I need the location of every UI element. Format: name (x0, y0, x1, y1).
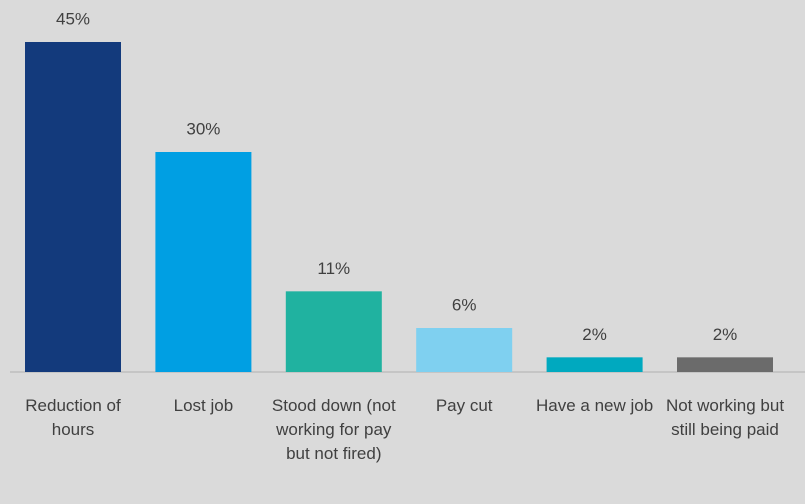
bar (546, 357, 643, 372)
data-label: 30% (186, 119, 220, 138)
x-tick-label: Have a new job (536, 396, 654, 415)
data-label: 2% (582, 325, 607, 344)
data-label: 6% (452, 295, 477, 314)
bar (416, 328, 513, 372)
bar (677, 357, 773, 372)
x-tick-label: Pay cut (435, 396, 493, 415)
x-tick-label: Lost job (173, 396, 234, 415)
bar (155, 152, 252, 372)
bar (25, 42, 121, 372)
x-tick-label: Stood down (not working for pay but not … (271, 396, 396, 463)
data-label: 11% (317, 259, 350, 278)
data-label: 45% (56, 9, 90, 28)
data-label: 2% (713, 325, 738, 344)
x-tick-label: Not working but still being paid (665, 396, 785, 439)
bar (285, 291, 382, 372)
x-tick-label: Reduction of hours (25, 396, 121, 439)
